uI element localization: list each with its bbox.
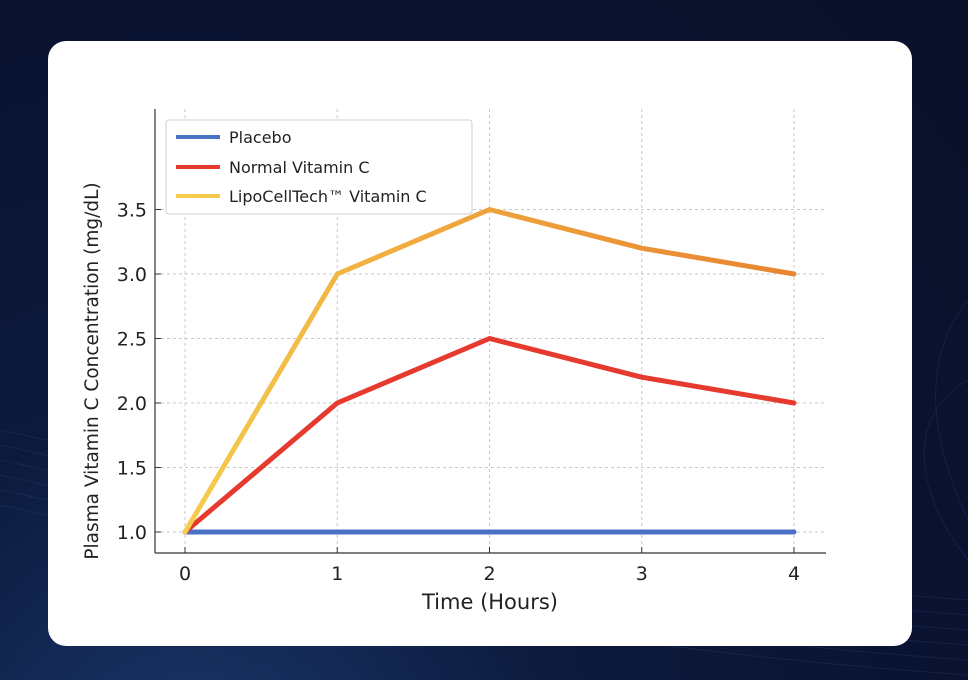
x-tick-label-4: 4: [788, 563, 800, 585]
series-lines: [182, 207, 797, 535]
legend-label-placebo: Placebo: [229, 128, 291, 147]
y-tick-label-3.0: 3.0: [117, 264, 147, 286]
series-line-lipocelltech-vitamin-c: [182, 207, 797, 535]
x-tick-label-3: 3: [636, 563, 648, 585]
x-tick-label-0: 0: [179, 563, 191, 585]
x-tick-label-2: 2: [483, 563, 495, 585]
y-tick-label-1.0: 1.0: [117, 522, 147, 544]
legend-label-lipo: LipoCellTech™ Vitamin C: [229, 187, 427, 206]
y-tick-label-2.5: 2.5: [117, 329, 147, 351]
axes: [154, 109, 826, 554]
y-axis-label: Plasma Vitamin C Concentration (mg/dL): [82, 182, 103, 559]
series-line-normal-vitamin-c: [182, 336, 797, 535]
tick-labels: 0 1 2 3 4 1.0 1.5 2.0 2.5 3.0 3.5: [117, 200, 800, 586]
x-tick-label-1: 1: [331, 563, 343, 585]
legend: Placebo Normal Vitamin C LipoCellTech™ V…: [165, 119, 473, 215]
line-chart: 0 1 2 3 4 1.0 1.5 2.0 2.5 3.0 3.5 Time (Hours) Pla…: [82, 109, 826, 614]
chart-card: 0 1 2 3 4 1.0 1.5 2.0 2.5 3.0 3.5 Time (Hours) Pla…: [48, 41, 912, 646]
legend-label-normal: Normal Vitamin C: [229, 158, 370, 177]
legend-box: [165, 119, 473, 215]
y-tick-label-3.5: 3.5: [117, 200, 147, 222]
y-tick-label-2.0: 2.0: [117, 393, 147, 415]
x-axis-label: Time (Hours): [421, 590, 558, 614]
y-tick-label-1.5: 1.5: [117, 458, 147, 480]
